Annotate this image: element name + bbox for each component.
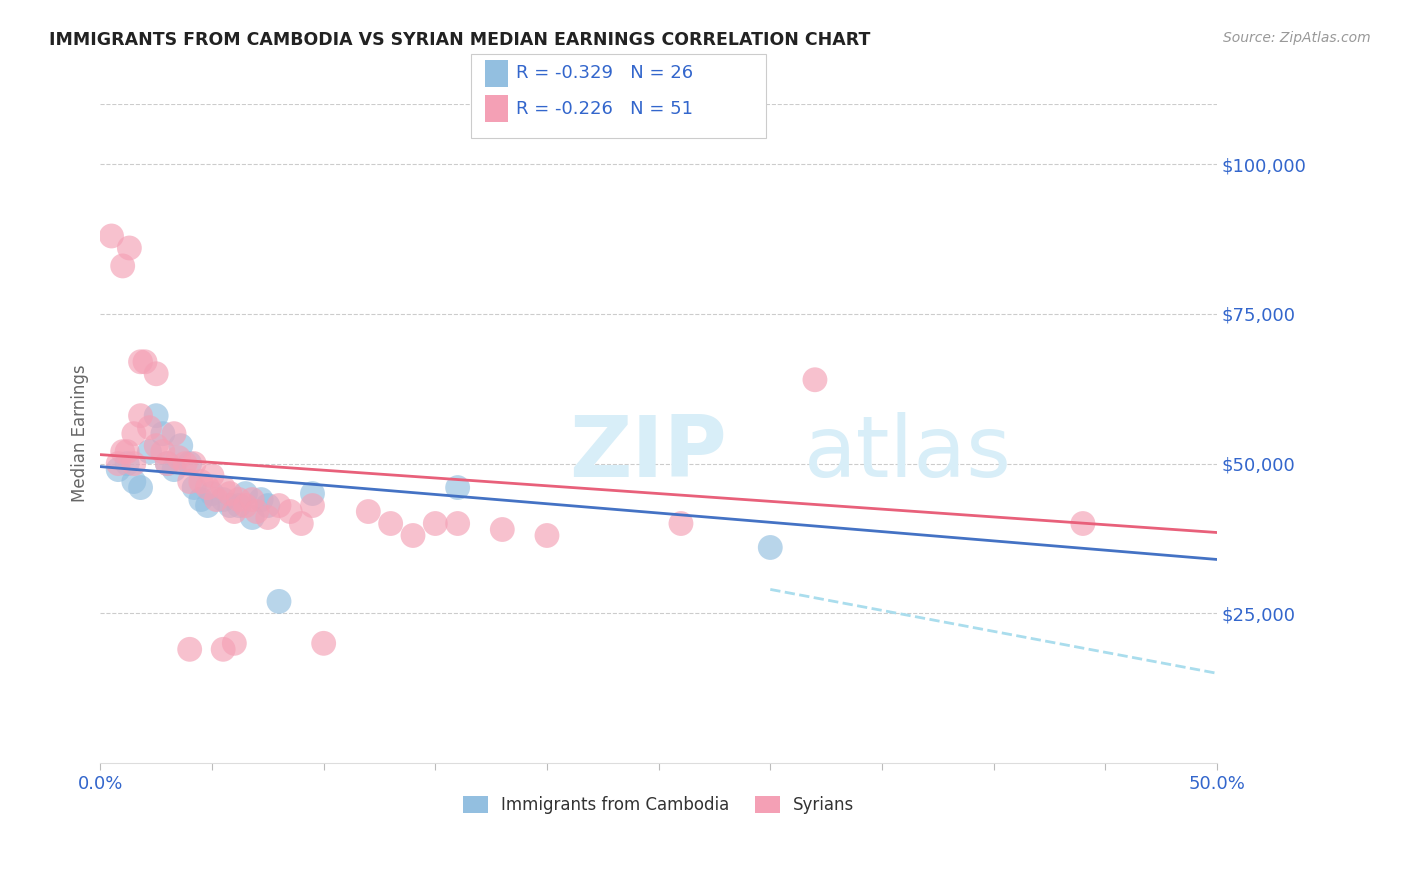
Point <box>163 462 186 476</box>
Point <box>122 457 145 471</box>
Point <box>446 516 468 531</box>
Point <box>174 457 197 471</box>
Point <box>197 499 219 513</box>
Point <box>240 510 263 524</box>
Point <box>179 457 201 471</box>
Point <box>669 516 692 531</box>
Point <box>183 457 205 471</box>
Point <box>224 504 246 518</box>
Point <box>129 409 152 423</box>
Point <box>156 457 179 471</box>
Point <box>228 499 250 513</box>
Point <box>122 426 145 441</box>
Point <box>235 486 257 500</box>
Point <box>256 510 278 524</box>
Point <box>205 492 228 507</box>
Point <box>100 229 122 244</box>
Y-axis label: Median Earnings: Median Earnings <box>72 365 89 502</box>
Point <box>156 457 179 471</box>
Point <box>235 499 257 513</box>
Point <box>218 486 240 500</box>
Point <box>107 457 129 471</box>
Point <box>212 492 235 507</box>
Point <box>224 636 246 650</box>
Legend: Immigrants from Cambodia, Syrians: Immigrants from Cambodia, Syrians <box>457 789 860 821</box>
Point <box>197 481 219 495</box>
Point <box>152 426 174 441</box>
Point <box>179 642 201 657</box>
Point <box>301 486 323 500</box>
Point <box>759 541 782 555</box>
Point <box>278 504 301 518</box>
Point <box>804 373 827 387</box>
Point <box>267 499 290 513</box>
Point <box>129 355 152 369</box>
Point <box>167 450 190 465</box>
Point <box>152 444 174 458</box>
Point <box>491 523 513 537</box>
Point <box>357 504 380 518</box>
Point <box>380 516 402 531</box>
Point <box>134 355 156 369</box>
Text: IMMIGRANTS FROM CAMBODIA VS SYRIAN MEDIAN EARNINGS CORRELATION CHART: IMMIGRANTS FROM CAMBODIA VS SYRIAN MEDIA… <box>49 31 870 49</box>
Point <box>107 462 129 476</box>
Point <box>183 481 205 495</box>
Point <box>246 504 269 518</box>
Point <box>301 499 323 513</box>
Point <box>138 420 160 434</box>
Point <box>138 444 160 458</box>
Point <box>312 636 335 650</box>
Point <box>115 457 138 471</box>
Point <box>190 492 212 507</box>
Point <box>267 594 290 608</box>
Point <box>425 516 447 531</box>
Point <box>179 475 201 489</box>
Point <box>212 642 235 657</box>
Point <box>446 481 468 495</box>
Point <box>163 426 186 441</box>
Point <box>212 481 235 495</box>
Point <box>201 468 224 483</box>
Point <box>240 492 263 507</box>
Text: atlas: atlas <box>804 412 1012 495</box>
Point <box>1071 516 1094 531</box>
Point <box>129 481 152 495</box>
Point <box>536 528 558 542</box>
Point <box>115 444 138 458</box>
Point <box>201 486 224 500</box>
Point <box>145 409 167 423</box>
Point <box>145 439 167 453</box>
Point <box>256 499 278 513</box>
Point <box>118 241 141 255</box>
Point <box>122 475 145 489</box>
Point <box>145 367 167 381</box>
Text: R = -0.329   N = 26: R = -0.329 N = 26 <box>516 64 693 82</box>
Text: ZIP: ZIP <box>569 412 727 495</box>
Point <box>170 439 193 453</box>
Text: Source: ZipAtlas.com: Source: ZipAtlas.com <box>1223 31 1371 45</box>
Point <box>290 516 312 531</box>
Text: R = -0.226   N = 51: R = -0.226 N = 51 <box>516 100 693 118</box>
Point <box>218 499 240 513</box>
Point <box>111 259 134 273</box>
Point <box>111 444 134 458</box>
Point <box>228 492 250 507</box>
Point <box>250 492 273 507</box>
Point <box>190 475 212 489</box>
Point <box>402 528 425 542</box>
